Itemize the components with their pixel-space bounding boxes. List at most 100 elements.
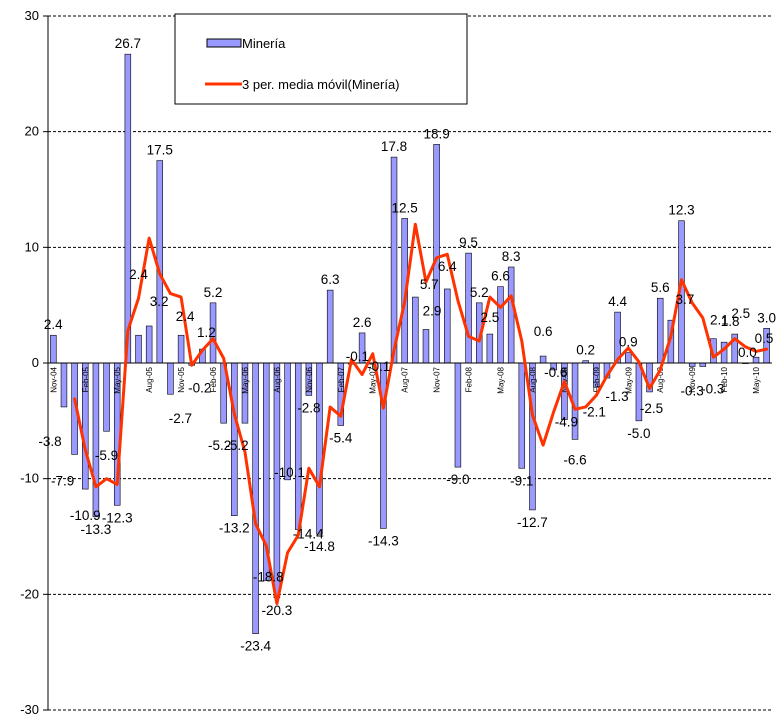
x-tick-label: May-08 bbox=[497, 366, 506, 393]
data-label: 1.2 bbox=[197, 325, 216, 340]
bar bbox=[252, 362, 259, 634]
y-tick-label: -20 bbox=[20, 586, 39, 601]
moving-average-series bbox=[73, 222, 769, 606]
data-label: 0.0 bbox=[738, 345, 757, 360]
data-label: -5.9 bbox=[95, 448, 118, 463]
bar bbox=[60, 362, 68, 408]
x-tick-label: May-05 bbox=[113, 366, 122, 393]
data-label: 26.7 bbox=[115, 36, 141, 51]
bar bbox=[625, 352, 632, 364]
bar-series bbox=[50, 53, 770, 634]
bar bbox=[486, 333, 494, 364]
data-label: 5.6 bbox=[651, 280, 670, 295]
x-tick-label: Nov-04 bbox=[49, 366, 58, 392]
data-label: 12.3 bbox=[668, 203, 694, 218]
x-tick-label: Feb-07 bbox=[337, 366, 346, 392]
data-label: -13.3 bbox=[81, 522, 112, 537]
data-label: -5.2 bbox=[208, 438, 231, 453]
bar bbox=[273, 362, 281, 599]
data-label: 1.8 bbox=[721, 314, 740, 329]
data-label: 3.0 bbox=[757, 310, 776, 325]
data-label: 12.5 bbox=[392, 200, 418, 215]
data-label: -2.1 bbox=[583, 404, 606, 419]
x-tick-label: Nov-08 bbox=[560, 366, 569, 392]
data-label: -20.3 bbox=[262, 603, 293, 618]
data-label: -7.9 bbox=[51, 473, 74, 488]
data-label: 2.4 bbox=[176, 309, 195, 324]
data-label: -14.4 bbox=[293, 527, 324, 542]
x-tick-label: Feb-09 bbox=[592, 366, 601, 392]
x-tick-label: Aug-07 bbox=[401, 366, 410, 392]
data-label: -6.6 bbox=[563, 452, 586, 467]
y-tick-label: 30 bbox=[25, 8, 39, 23]
data-label: 4.4 bbox=[608, 294, 627, 309]
data-label: -0.3 bbox=[701, 381, 724, 396]
data-label: -13.2 bbox=[219, 521, 250, 536]
y-tick-label: 0 bbox=[32, 355, 39, 370]
axes: -30 -20 -10 0 10 20 30 Nov-04 Feb-05 May-05 Aug-05… bbox=[20, 8, 772, 717]
bar bbox=[699, 362, 707, 367]
bar bbox=[177, 334, 185, 364]
bar bbox=[422, 329, 430, 364]
data-label: 2.5 bbox=[480, 310, 499, 325]
bar bbox=[412, 296, 419, 364]
gridlines bbox=[48, 15, 772, 711]
data-label: -2.7 bbox=[169, 411, 192, 426]
data-label: -12.3 bbox=[102, 510, 133, 525]
data-label: -5.2 bbox=[225, 438, 248, 453]
data-label: 2.9 bbox=[423, 303, 442, 318]
x-tick-label: Nov-07 bbox=[433, 366, 442, 392]
bar bbox=[539, 355, 547, 364]
x-tick-label: Nov-09 bbox=[688, 366, 697, 392]
data-label: 9.5 bbox=[459, 235, 478, 250]
x-tick-label: Feb-10 bbox=[720, 366, 729, 392]
bar bbox=[124, 53, 132, 364]
data-label: -18.8 bbox=[253, 569, 284, 584]
data-label: 18.9 bbox=[423, 126, 449, 141]
data-label: -10.9 bbox=[70, 508, 101, 523]
data-label: -10.1 bbox=[274, 465, 305, 480]
bar bbox=[444, 288, 451, 364]
bar bbox=[103, 362, 110, 432]
data-label: -0.6 bbox=[544, 365, 567, 380]
data-label: -1.3 bbox=[605, 389, 628, 404]
data-label: -5.0 bbox=[627, 426, 650, 441]
x-tick-label: Aug-08 bbox=[528, 366, 537, 392]
data-label: 5.7 bbox=[420, 277, 439, 292]
data-label: -0.3 bbox=[681, 383, 704, 398]
bar bbox=[50, 334, 57, 364]
data-label: -0.1 bbox=[346, 349, 369, 364]
legend-label-moving-average: 3 per. media móvil(Minería) bbox=[242, 77, 400, 92]
data-label: 0.5 bbox=[755, 331, 774, 346]
bar bbox=[145, 325, 153, 364]
bar bbox=[135, 334, 142, 364]
bar bbox=[326, 289, 334, 364]
data-label: 2.4 bbox=[129, 267, 148, 282]
bar bbox=[316, 362, 323, 535]
bar bbox=[688, 362, 696, 367]
legend-bar-swatch bbox=[206, 38, 242, 48]
data-label: -0.1 bbox=[367, 359, 390, 374]
bar bbox=[518, 362, 526, 469]
data-label: -23.4 bbox=[240, 639, 271, 654]
y-tick-label: -10 bbox=[20, 471, 39, 486]
data-label: 6.4 bbox=[438, 259, 457, 274]
legend-box bbox=[174, 13, 468, 105]
data-label: -14.3 bbox=[368, 533, 399, 548]
data-label: 5.2 bbox=[470, 285, 489, 300]
data-label: 6.6 bbox=[491, 269, 510, 284]
bar bbox=[433, 144, 440, 364]
x-tick-label: May-07 bbox=[369, 366, 378, 393]
bar bbox=[390, 156, 398, 364]
bar bbox=[167, 362, 174, 395]
data-labels: 2.4-3.8-7.9-10.9-13.3-5.9-12.326.72.43.2… bbox=[38, 36, 776, 653]
data-label: 0.9 bbox=[619, 335, 638, 350]
legend: Minería 3 per. media móvil(Minería) bbox=[174, 13, 468, 105]
data-label: 8.3 bbox=[502, 249, 521, 264]
x-tick-label: Feb-05 bbox=[81, 366, 90, 392]
x-tick-label: May-06 bbox=[241, 366, 250, 393]
x-tick-label: Feb-08 bbox=[465, 366, 474, 392]
bar bbox=[92, 362, 100, 518]
data-label: -2.8 bbox=[297, 400, 320, 415]
